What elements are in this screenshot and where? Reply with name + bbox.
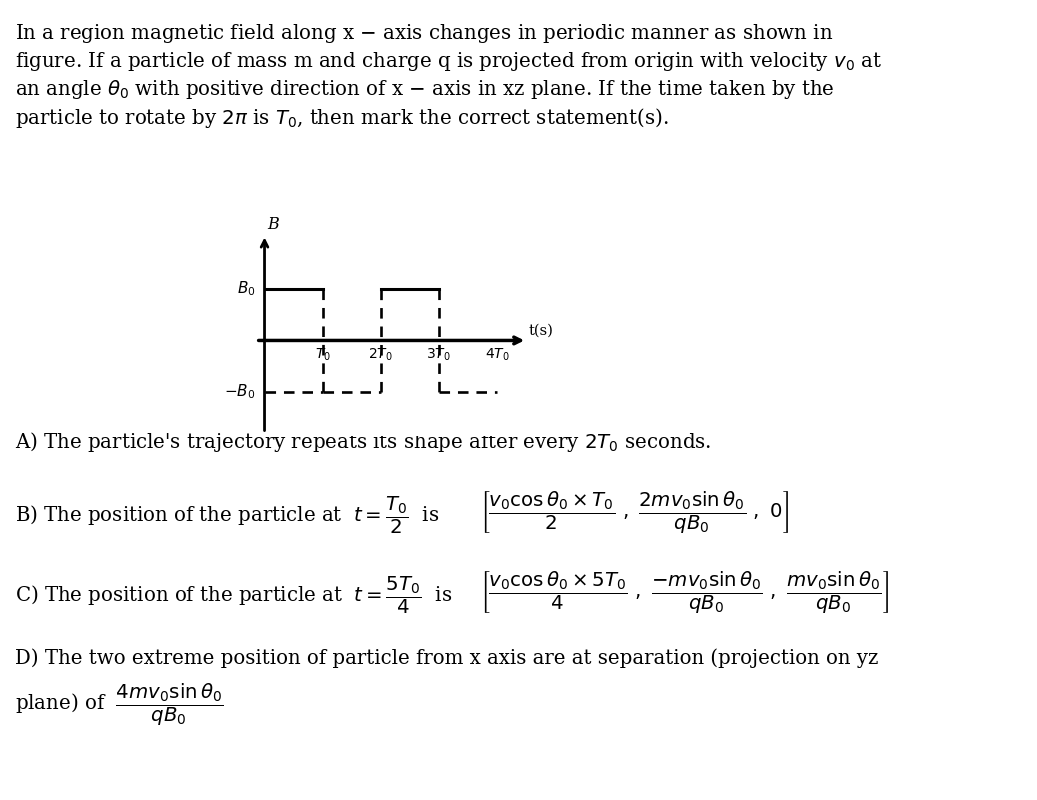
Text: C) The position of the particle at  $t = \dfrac{5T_0}{4}$  is: C) The position of the particle at $t = … xyxy=(15,575,452,617)
Text: B: B xyxy=(268,216,279,233)
Text: $\left[\dfrac{v_0\cos\theta_0\times T_0}{2}\ ,\ \dfrac{2mv_0\sin\theta_0}{qB_0}\: $\left[\dfrac{v_0\cos\theta_0\times T_0}… xyxy=(480,490,789,537)
Text: $T_0$: $T_0$ xyxy=(314,346,331,363)
Text: In a region magnetic field along x $-$ axis changes in periodic manner as shown : In a region magnetic field along x $-$ a… xyxy=(15,22,834,45)
Text: $-B_0$: $-B_0$ xyxy=(224,382,256,402)
Text: B) The position of the particle at  $t = \dfrac{T_0}{2}$  is: B) The position of the particle at $t = … xyxy=(15,495,439,537)
Text: $B_0$: $B_0$ xyxy=(237,279,256,298)
Text: plane) of  $\dfrac{4mv_0\sin\theta_0}{qB_0}$: plane) of $\dfrac{4mv_0\sin\theta_0}{qB_… xyxy=(15,682,224,729)
Text: an angle $\theta_0$ with positive direction of x $-$ axis in xz plane. If the ti: an angle $\theta_0$ with positive direct… xyxy=(15,78,835,101)
Text: $3T_0$: $3T_0$ xyxy=(426,346,451,363)
Text: $2T_0$: $2T_0$ xyxy=(368,346,393,363)
Text: figure. If a particle of mass m and charge q is projected from origin with veloc: figure. If a particle of mass m and char… xyxy=(15,50,882,73)
Text: particle to rotate by $2\pi$ is $T_0$, then mark the correct statement(s).: particle to rotate by $2\pi$ is $T_0$, t… xyxy=(15,106,669,130)
Text: $\left[\dfrac{v_0\cos\theta_0\times 5T_0}{4}\ ,\ \dfrac{-mv_0\sin\theta_0}{qB_0}: $\left[\dfrac{v_0\cos\theta_0\times 5T_0… xyxy=(480,570,889,617)
Text: D) The two extreme position of particle from x axis are at separation (projectio: D) The two extreme position of particle … xyxy=(15,648,878,668)
Text: A) The particle's trajectory repeats its shape after every $2T_0$ seconds.: A) The particle's trajectory repeats its… xyxy=(15,430,711,454)
Text: $4T_0$: $4T_0$ xyxy=(484,346,509,363)
Text: t(s): t(s) xyxy=(529,324,554,338)
